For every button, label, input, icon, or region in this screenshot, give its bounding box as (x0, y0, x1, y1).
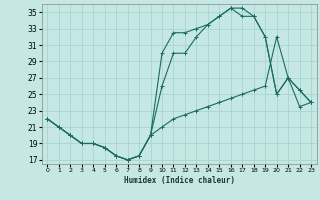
X-axis label: Humidex (Indice chaleur): Humidex (Indice chaleur) (124, 176, 235, 185)
